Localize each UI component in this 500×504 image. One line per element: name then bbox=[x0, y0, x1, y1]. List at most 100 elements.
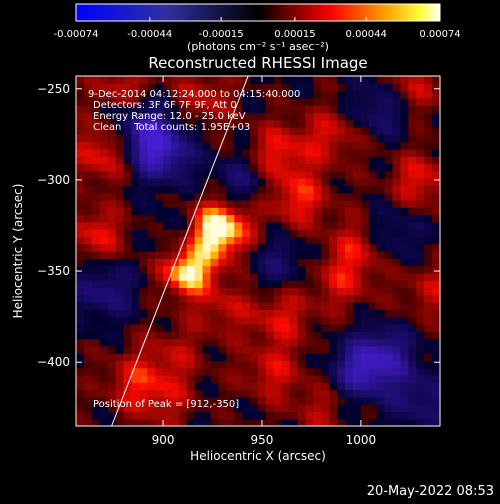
heatmap-cell bbox=[226, 192, 235, 201]
heatmap-cell bbox=[76, 192, 85, 201]
heatmap-cell bbox=[352, 404, 362, 413]
heatmap-cell bbox=[123, 331, 132, 340]
heatmap-cell bbox=[424, 105, 433, 114]
heatmap-cell bbox=[400, 323, 409, 332]
heatmap-cell bbox=[305, 90, 314, 99]
heatmap-cell bbox=[400, 367, 409, 376]
heatmap-cell bbox=[305, 265, 314, 274]
heatmap-cell bbox=[107, 90, 117, 99]
heatmap-cell bbox=[170, 163, 180, 172]
heatmap-cell bbox=[115, 316, 125, 325]
heatmap-cell bbox=[99, 345, 109, 354]
heatmap-cell bbox=[329, 83, 338, 92]
heatmap-cell bbox=[194, 199, 204, 208]
heatmap-cell bbox=[376, 105, 386, 114]
heatmap-cell bbox=[115, 251, 125, 259]
heatmap-cell bbox=[107, 272, 117, 281]
heatmap-cell bbox=[83, 221, 93, 230]
heatmap-cell bbox=[139, 367, 148, 376]
heatmap-cell bbox=[376, 272, 386, 281]
heatmap-cell bbox=[360, 338, 370, 347]
heatmap-cell bbox=[186, 251, 196, 259]
heatmap-cell bbox=[345, 127, 354, 135]
heatmap-cell bbox=[432, 178, 440, 186]
heatmap-cell bbox=[115, 418, 125, 426]
heatmap-cell bbox=[242, 345, 251, 354]
heatmap-cell bbox=[83, 76, 93, 84]
heatmap-cell bbox=[329, 345, 338, 354]
heatmap-cell bbox=[416, 243, 425, 252]
heatmap-cell bbox=[250, 134, 259, 143]
heatmap-cell bbox=[289, 148, 299, 157]
heatmap-cell bbox=[99, 323, 109, 332]
heatmap-cell bbox=[115, 229, 125, 238]
heatmap-cell bbox=[76, 396, 85, 405]
heatmap-cell bbox=[147, 90, 156, 99]
heatmap-cell bbox=[226, 76, 235, 84]
heatmap-cell bbox=[337, 90, 346, 99]
heatmap-cell bbox=[202, 163, 212, 172]
heatmap-cell bbox=[337, 323, 346, 332]
heatmap-cell bbox=[258, 374, 267, 383]
heatmap-cell bbox=[329, 396, 338, 405]
heatmap-cell bbox=[107, 331, 117, 340]
heatmap-cell bbox=[408, 214, 417, 223]
heatmap-cell bbox=[329, 90, 338, 99]
heatmap-cell bbox=[115, 90, 125, 99]
heatmap-cell bbox=[352, 214, 362, 223]
heatmap-cell bbox=[178, 214, 188, 223]
heatmap-cell bbox=[289, 353, 299, 361]
heatmap-cell bbox=[376, 112, 386, 121]
heatmap-cell bbox=[297, 97, 307, 106]
heatmap-cell bbox=[368, 258, 378, 267]
heatmap-cell bbox=[424, 272, 433, 281]
heatmap-cell bbox=[147, 243, 156, 252]
heatmap-cell bbox=[210, 374, 220, 383]
heatmap-cell bbox=[337, 185, 346, 194]
heatmap-cell bbox=[416, 119, 425, 128]
heatmap-cell bbox=[91, 418, 101, 426]
heatmap-cell bbox=[115, 207, 125, 216]
heatmap-cell bbox=[424, 207, 433, 216]
heatmap-cell bbox=[131, 294, 140, 303]
heatmap-cell bbox=[242, 163, 251, 172]
heatmap-cell bbox=[210, 207, 220, 216]
heatmap-cell bbox=[392, 163, 402, 172]
heatmap-cell bbox=[329, 221, 338, 230]
heatmap-cell bbox=[178, 112, 188, 121]
heatmap-cell bbox=[408, 199, 417, 208]
heatmap-cell bbox=[234, 236, 243, 245]
heatmap-cell bbox=[258, 294, 267, 303]
heatmap-cell bbox=[376, 127, 386, 135]
heatmap-cell bbox=[281, 156, 291, 165]
heatmap-cell bbox=[147, 229, 156, 238]
heatmap-cell bbox=[352, 236, 362, 245]
heatmap-cell bbox=[384, 331, 394, 340]
heatmap-cell bbox=[384, 382, 394, 391]
heatmap-cell bbox=[210, 294, 220, 303]
heatmap-cell bbox=[99, 221, 109, 230]
heatmap-cell bbox=[250, 353, 259, 361]
heatmap-cell bbox=[83, 265, 93, 274]
heatmap-cell bbox=[273, 418, 283, 426]
heatmap-cell bbox=[115, 105, 125, 114]
heatmap-cell bbox=[186, 90, 196, 99]
heatmap-cell bbox=[313, 185, 322, 194]
heatmap-cell bbox=[273, 97, 283, 106]
heatmap-cell bbox=[337, 192, 346, 201]
heatmap-cell bbox=[305, 353, 314, 361]
heatmap-cell bbox=[368, 229, 378, 238]
heatmap-cell bbox=[226, 207, 235, 216]
heatmap-cell bbox=[352, 199, 362, 208]
heatmap-cell bbox=[384, 119, 394, 128]
heatmap-cell bbox=[329, 331, 338, 340]
heatmap-cell bbox=[384, 360, 394, 369]
heatmap-cell bbox=[265, 280, 275, 289]
heatmap-cell bbox=[352, 97, 362, 106]
heatmap-cell bbox=[273, 214, 283, 223]
heatmap-cell bbox=[170, 251, 180, 259]
heatmap-cell bbox=[273, 396, 283, 405]
heatmap-cell bbox=[115, 287, 125, 296]
heatmap-cell bbox=[384, 411, 394, 420]
heatmap-cell bbox=[424, 251, 433, 259]
